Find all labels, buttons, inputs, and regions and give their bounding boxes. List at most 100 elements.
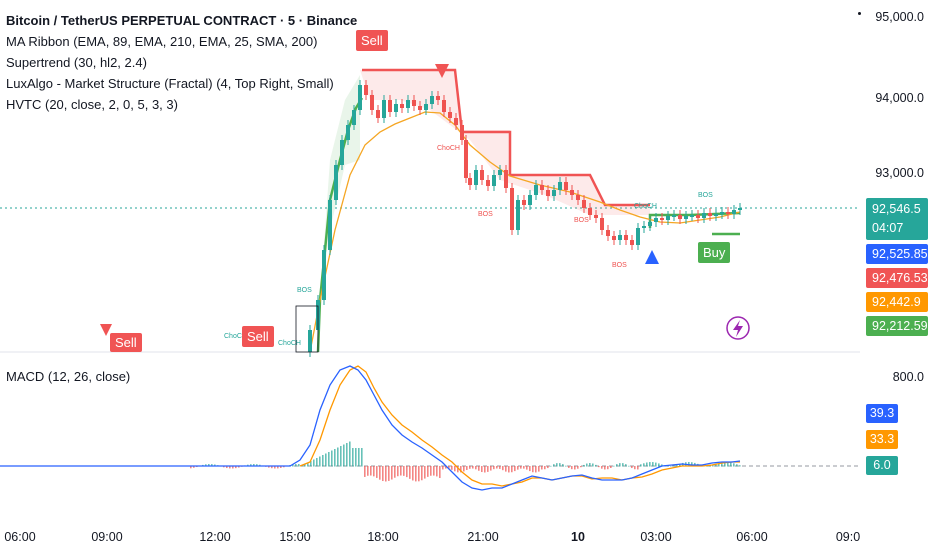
sell-arrow-1 <box>100 324 112 336</box>
macd-hist-bar <box>565 465 567 467</box>
macd-hist-bar <box>625 464 627 467</box>
candle-body <box>412 100 416 106</box>
macd-hist-bar <box>361 448 363 467</box>
macd-hist-bar <box>643 463 645 467</box>
macd-hist-bar <box>646 462 648 467</box>
chart-area[interactable]: BOS ChoCH ChoCH ChoCH BOS BOS BOS BOS Ch… <box>0 0 860 520</box>
macd-hist-bar <box>610 466 612 468</box>
candle-body <box>738 208 742 210</box>
macd-hist-bar <box>466 466 468 470</box>
macd-hist-bar <box>352 448 354 467</box>
indicator-macd[interactable]: MACD (12, 26, close) <box>6 369 131 384</box>
macd-hist-bar <box>640 464 642 467</box>
candle-body <box>582 200 586 208</box>
macd-hist-bar <box>454 466 456 472</box>
macd-hist-bar <box>313 459 315 467</box>
candle-body <box>468 178 472 185</box>
macd-hist-bar <box>655 462 657 467</box>
candle-body <box>454 118 458 125</box>
macd-hist-bar <box>598 466 600 468</box>
macd-hist-bar <box>274 466 276 469</box>
macd-hist-bar <box>514 466 516 472</box>
macd-hist-bar <box>226 466 228 469</box>
macd-hist-bar <box>508 466 510 473</box>
macd-hist-bar <box>343 444 345 467</box>
candle-body <box>394 104 398 112</box>
macd-hist-bar <box>406 466 408 478</box>
time-axis[interactable]: 06:00 09:00 12:00 15:00 18:00 21:00 10 0… <box>0 520 860 550</box>
macd-hist-bar <box>280 466 282 468</box>
time-tick: 06:00 <box>736 530 768 544</box>
macd-hist-bar <box>604 466 606 470</box>
time-tick: 09:0 <box>835 530 861 544</box>
price-tick-93000: 93,000.0 <box>875 166 924 180</box>
symbol-title[interactable]: Bitcoin / TetherUS PERPETUAL CONTRACT · … <box>6 13 358 28</box>
macd-hist-bar <box>298 464 300 467</box>
indicator-luxalgo[interactable]: LuxAlgo - Market Structure (Fractal) (4,… <box>6 76 334 91</box>
macd-hist-bar <box>271 466 273 469</box>
candle-body <box>340 140 344 165</box>
macd-hist-bar <box>619 463 621 467</box>
macd-hist-bar <box>520 466 522 469</box>
macd-hist-bar <box>499 466 501 469</box>
macd-hist-bar <box>232 466 234 469</box>
macd-hist-bar <box>718 463 720 467</box>
macd-hist-bar <box>601 466 603 469</box>
bos-label-4: BOS <box>612 262 627 269</box>
macd-hist-bar <box>364 466 366 477</box>
macd-hist-bar <box>631 466 633 469</box>
price-badge-orange: 92,442.9 <box>866 292 928 312</box>
macd-hist-bar <box>637 466 639 470</box>
macd-hist-bar <box>586 463 588 467</box>
macd-hist-bar <box>706 465 708 467</box>
time-tick: 09:00 <box>91 530 123 544</box>
chart-canvas[interactable]: BOS ChoCH ChoCH ChoCH BOS BOS BOS BOS Ch… <box>0 0 860 520</box>
macd-hist-bar <box>382 466 384 482</box>
macd-hist-bar <box>370 466 372 476</box>
macd-hist-bar <box>277 466 279 469</box>
candle-body <box>666 216 670 220</box>
macd-histogram <box>190 441 741 482</box>
macd-hist-bar <box>502 466 504 471</box>
macd-hist-bar <box>355 448 357 467</box>
macd-hist-bar <box>295 464 297 467</box>
candle-body <box>630 240 634 245</box>
macd-hist-bar <box>553 464 555 467</box>
price-tick-95000: 95,000.0 <box>875 10 924 24</box>
macd-hist-bar <box>256 464 258 467</box>
candle-body <box>464 140 468 178</box>
macd-hist-bar <box>316 458 318 467</box>
macd-hist-bar <box>628 465 630 467</box>
candle-body <box>606 230 610 236</box>
candle-body <box>516 200 520 230</box>
macd-hist-bar <box>463 466 465 472</box>
macd-hist-bar <box>547 466 549 469</box>
time-tick: 03:00 <box>640 530 672 544</box>
candle-body <box>636 228 640 245</box>
candle-body <box>684 216 688 219</box>
macd-hist-bar <box>673 465 675 467</box>
bos-label-3: BOS <box>574 217 589 224</box>
bar-countdown: 04:07 <box>872 221 904 235</box>
choch-label-2: ChoCH <box>278 340 301 347</box>
indicator-hvtc[interactable]: HVTC (20, close, 2, 0, 5, 3, 3) <box>6 97 178 112</box>
candle-body <box>328 200 332 250</box>
macd-hist-bar <box>622 463 624 467</box>
macd-hist-bar <box>307 462 309 467</box>
macd-hist-bar <box>577 466 579 469</box>
macd-hist-bar <box>658 463 660 467</box>
macd-hist-bar <box>358 448 360 467</box>
macd-hist-bar <box>541 466 543 470</box>
macd-hist-bar <box>526 466 528 470</box>
macd-hist-bar <box>730 462 732 467</box>
price-scale[interactable]: 95,000.0 94,000.0 93,000.0 800.0 <box>860 0 932 520</box>
indicator-supertrend[interactable]: Supertrend (30, hl2, 2.4) <box>6 55 147 70</box>
macd-hist-bar <box>427 466 429 477</box>
candle-body <box>352 110 356 125</box>
indicator-ma-ribbon[interactable]: MA Ribbon (EMA, 89, EMA, 210, EMA, 25, S… <box>6 34 318 49</box>
macd-hist-bar <box>616 464 618 467</box>
candle-body <box>600 218 604 230</box>
macd-hist-bar <box>451 466 453 470</box>
candle-body <box>654 218 658 222</box>
buy-label: Buy <box>698 242 731 263</box>
